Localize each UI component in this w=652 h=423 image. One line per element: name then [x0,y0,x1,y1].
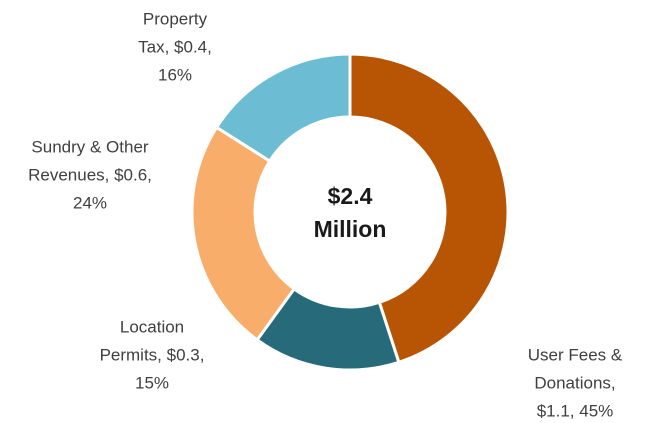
donut-segment [190,125,297,342]
center-label: Million [314,216,387,242]
center-label: $2.4 [328,183,373,209]
data-label: Location [120,317,184,336]
data-label: $1.1, 45% [537,401,614,420]
donut-segment [348,52,510,365]
data-label: 15% [135,373,169,392]
data-label: Property [143,9,208,28]
data-label: Permits, $0.3, [100,345,205,364]
data-label: Tax, $0.4, [138,37,212,56]
data-label: Sundry & Other [31,137,149,156]
data-label: Revenues, $0.6, [28,165,152,184]
data-label: 16% [158,65,192,84]
data-label: User Fees & [528,345,623,364]
data-label: 24% [73,193,107,212]
data-label: Donations, [534,373,615,392]
donut-segment [214,52,352,164]
